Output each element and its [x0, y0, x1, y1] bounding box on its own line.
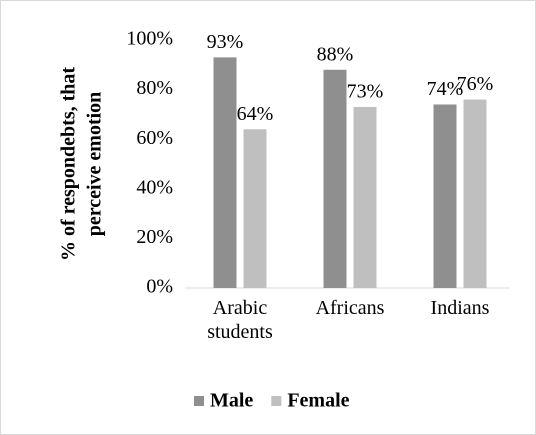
data-label: 88%	[317, 43, 354, 65]
data-label: 73%	[347, 81, 384, 103]
x-tick-label: Indians	[430, 297, 490, 319]
y-tick-label: 60%	[136, 127, 173, 149]
bar	[243, 129, 267, 288]
bar	[323, 69, 347, 288]
bar	[213, 57, 237, 288]
y-tick-label: 100%	[126, 28, 173, 50]
data-label: 76%	[457, 73, 494, 95]
y-axis-label: % of respondebts, that	[58, 67, 80, 261]
data-label: 93%	[207, 31, 244, 53]
bar	[463, 99, 487, 289]
data-label: 64%	[237, 103, 274, 125]
y-axis-label: perceive emotion	[84, 92, 106, 237]
legend-swatch	[271, 396, 282, 406]
legend-label: Male	[210, 390, 253, 412]
y-tick-label: 0%	[146, 276, 173, 298]
y-tick-label: 40%	[136, 176, 173, 198]
legend-label: Female	[287, 390, 349, 412]
bar	[433, 104, 457, 288]
data-label: 74%	[427, 78, 464, 100]
x-tick-label: Arabic students	[207, 297, 273, 343]
y-tick-label: 20%	[136, 226, 173, 248]
legend-swatch	[194, 396, 204, 406]
bar	[353, 106, 377, 289]
y-tick-label: 80%	[136, 77, 173, 99]
x-tick-label: Africans	[315, 297, 385, 319]
